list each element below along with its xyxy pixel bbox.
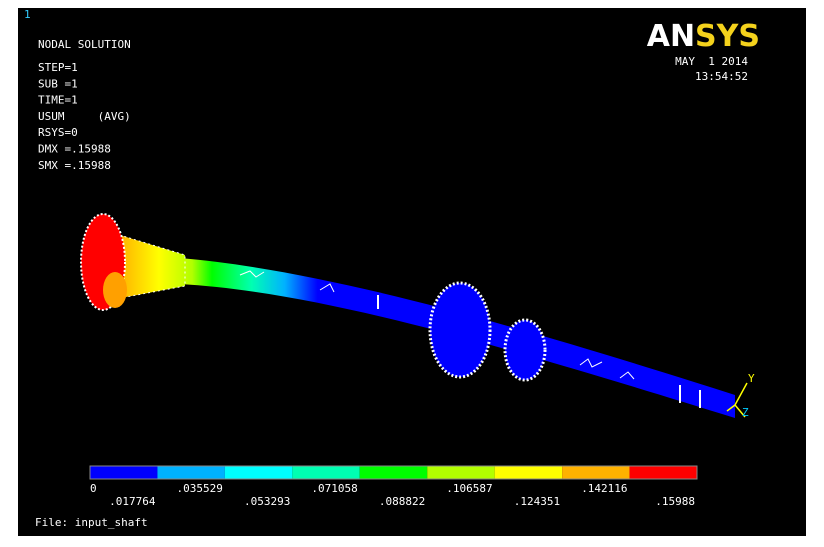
legend-label: .035529	[177, 482, 223, 495]
legend-label: .071058	[311, 482, 357, 495]
info-line: SUB =1	[38, 77, 78, 90]
legend-swatch	[495, 466, 562, 479]
result-title: NODAL SOLUTION	[38, 38, 131, 51]
triad-label: Y	[748, 372, 755, 385]
logo: ANSYS	[647, 19, 760, 54]
legend-label: .15988	[655, 495, 695, 508]
date: MAY 1 2014	[675, 55, 748, 68]
legend-swatch	[562, 466, 629, 479]
legend-swatch	[90, 466, 157, 479]
legend-swatch	[157, 466, 224, 479]
legend-swatch	[292, 466, 359, 479]
info-line: USUM (AVG)	[38, 110, 131, 123]
legend-label: 0	[90, 482, 97, 495]
legend-label: .124351	[514, 495, 560, 508]
legend-swatch	[225, 466, 292, 479]
info-line: TIME=1	[38, 94, 78, 107]
info-line: DMX =.15988	[38, 143, 111, 156]
info-line: SMX =.15988	[38, 159, 111, 172]
page: 1 NODAL SOLUTION STEP=1 SUB =1 TIME=1 USUM …	[0, 0, 824, 547]
legend-label: .053293	[244, 495, 290, 508]
legend-swatch	[360, 466, 427, 479]
legend-label: .142116	[581, 482, 627, 495]
legend-swatch	[427, 466, 494, 479]
info-line: STEP=1	[38, 61, 78, 74]
legend-label: .088822	[379, 495, 425, 508]
ansys-window: 1 NODAL SOLUTION STEP=1 SUB =1 TIME=1 USUM …	[0, 0, 824, 542]
window-number: 1	[24, 8, 31, 21]
legend-swatch	[630, 466, 697, 479]
legend-label: .017764	[109, 495, 156, 508]
file-name: File: input_shaft	[35, 516, 148, 529]
triad-label: Z	[742, 406, 749, 419]
time: 13:54:52	[695, 70, 748, 83]
info-line: RSYS=0	[38, 126, 78, 139]
legend-label: .106587	[446, 482, 492, 495]
